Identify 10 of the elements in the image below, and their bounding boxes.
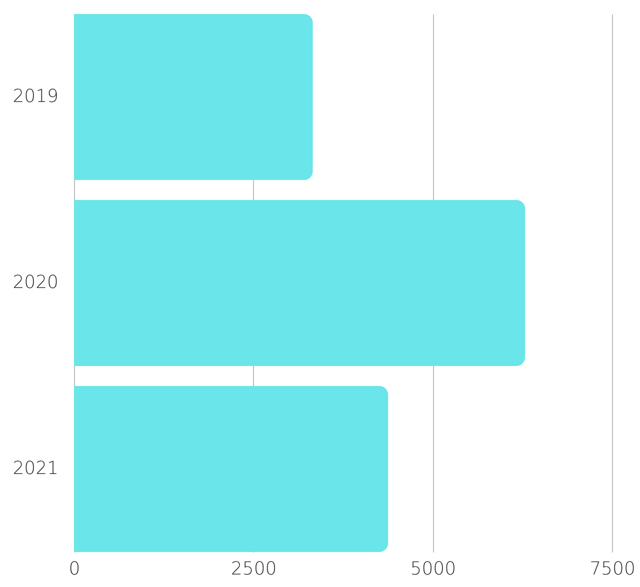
bar bbox=[74, 14, 313, 180]
bar bbox=[74, 386, 388, 552]
y-tick-label: 2020 bbox=[12, 272, 58, 293]
x-tick-label: 0 bbox=[68, 558, 80, 580]
y-tick-label: 2019 bbox=[12, 86, 58, 108]
bar bbox=[74, 200, 526, 366]
y-tick-label: 2021 bbox=[12, 458, 58, 479]
x-tick-label: 7500 bbox=[590, 558, 636, 580]
x-tick-label: 2500 bbox=[230, 558, 277, 580]
x-tick-label: 5000 bbox=[410, 558, 456, 580]
